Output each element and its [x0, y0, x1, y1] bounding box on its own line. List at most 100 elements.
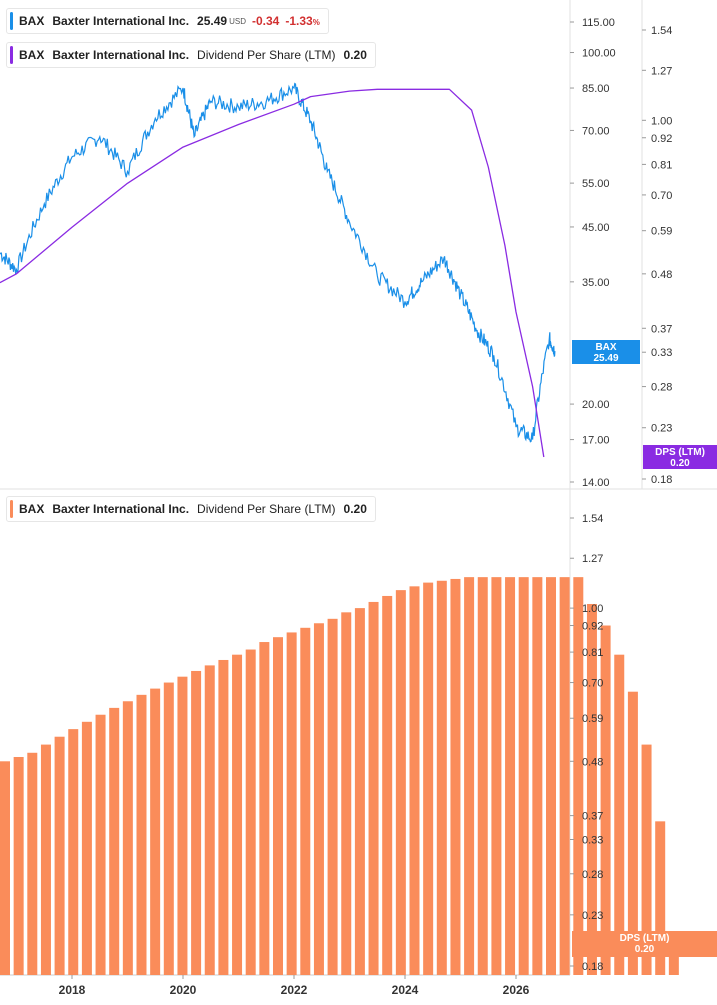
- price-tag-bg: [572, 340, 640, 364]
- dps-bar[interactable]: [163, 682, 174, 975]
- x-axis-tick-label: 2026: [503, 983, 530, 997]
- dps-bar[interactable]: [505, 577, 516, 975]
- dps-bar[interactable]: [409, 586, 420, 975]
- dps-bar[interactable]: [286, 632, 297, 975]
- dps-bottom-axis-tick-label: 0.92: [582, 621, 603, 633]
- dps-bar[interactable]: [95, 714, 106, 975]
- dps-bottom-axis-tick-label: 0.28: [582, 869, 603, 881]
- price-tag-label: BAX: [595, 342, 616, 353]
- dps-bar[interactable]: [204, 665, 215, 975]
- dps-bar[interactable]: [68, 729, 79, 975]
- dps-bar[interactable]: [477, 577, 488, 975]
- dps-bar[interactable]: [614, 654, 625, 975]
- dps-bottom-axis-tick-label: 1.27: [582, 553, 603, 565]
- price-axis-tick-label: 20.00: [582, 399, 610, 411]
- dps-bar[interactable]: [259, 642, 270, 975]
- dps-bar[interactable]: [54, 736, 65, 975]
- price-axis-tick-label: 45.00: [582, 222, 610, 234]
- dps-bottom-axis-tick-label: 0.59: [582, 713, 603, 725]
- dps-bar[interactable]: [464, 577, 475, 975]
- dps-bar[interactable]: [218, 659, 229, 975]
- legend-price-value: 25.49: [197, 14, 228, 28]
- price-axis-tick-label: 17.00: [582, 435, 610, 447]
- dps-bottom-tag-bg: [572, 931, 717, 957]
- dps-bar[interactable]: [109, 707, 120, 975]
- legend-dps-top-metric: Dividend Per Share (LTM): [197, 48, 336, 62]
- dps-top-tag-bg: [643, 445, 717, 469]
- legend-price-ticker: BAX: [19, 14, 45, 28]
- dps-top-axis-tick-label: 0.33: [651, 347, 672, 359]
- dps-bar[interactable]: [395, 590, 406, 975]
- legend-price-swatch: [10, 12, 13, 30]
- dps-bottom-axis-tick-label: 0.18: [582, 961, 603, 973]
- dps-bar[interactable]: [341, 612, 352, 975]
- dps-bar[interactable]: [354, 608, 365, 975]
- legend-dps-top[interactable]: BAX Baxter International Inc. Dividend P…: [6, 42, 376, 68]
- x-axis-tick-label: 2018: [59, 983, 86, 997]
- dps-top-axis-tick-label: 0.37: [651, 323, 672, 335]
- dps-line[interactable]: [0, 88, 545, 458]
- x-axis-tick-label: 2020: [170, 983, 197, 997]
- dps-bar[interactable]: [450, 578, 461, 975]
- dps-bottom-axis-tick-label: 0.48: [582, 756, 603, 768]
- dps-bar[interactable]: [81, 721, 92, 975]
- dps-bar[interactable]: [245, 649, 256, 975]
- price-line[interactable]: [0, 82, 556, 443]
- dps-bottom-axis-tick-label: 0.23: [582, 910, 603, 922]
- dps-bar[interactable]: [600, 625, 611, 975]
- dps-bar[interactable]: [122, 701, 133, 975]
- dps-bar[interactable]: [136, 694, 147, 975]
- legend-dps-bottom-value: 0.20: [343, 502, 367, 516]
- dps-bar[interactable]: [0, 761, 10, 975]
- dps-bar[interactable]: [518, 577, 529, 975]
- dps-bar[interactable]: [573, 577, 584, 975]
- dps-bar[interactable]: [436, 580, 447, 975]
- dps-bar[interactable]: [232, 654, 243, 975]
- dps-bar[interactable]: [313, 623, 324, 975]
- dps-bar[interactable]: [641, 744, 652, 975]
- dps-bar[interactable]: [491, 577, 502, 975]
- lines-layer: [0, 82, 556, 458]
- dps-bar[interactable]: [382, 595, 393, 975]
- dps-bottom-tag: DPS (LTM)0.20: [572, 931, 717, 957]
- dps-bar[interactable]: [177, 676, 188, 975]
- dps-bar[interactable]: [191, 670, 202, 975]
- price-axis-tick-label: 55.00: [582, 178, 610, 190]
- dps-top-axis-tick-label: 1.54: [651, 25, 672, 37]
- dps-bar[interactable]: [368, 601, 379, 975]
- dps-bar[interactable]: [13, 756, 24, 975]
- dps-top-axis-tick-label: 0.23: [651, 423, 672, 435]
- dps-bar[interactable]: [627, 691, 638, 975]
- dps-bottom-axis-tick-label: 0.37: [582, 811, 603, 823]
- dps-bottom-axis-tick-label: 1.54: [582, 513, 603, 525]
- dps-bar[interactable]: [273, 637, 283, 975]
- price-axis-tick-label: 100.00: [582, 48, 616, 60]
- dps-top-tag-value: 0.20: [670, 458, 690, 469]
- legend-dps-top-swatch: [10, 46, 13, 64]
- dps-bar[interactable]: [27, 752, 38, 975]
- dps-top-axis-tick-label: 0.28: [651, 382, 672, 394]
- dps-bar[interactable]: [423, 582, 434, 975]
- dps-top-axis-tick-label: 1.27: [651, 65, 672, 77]
- dps-bar[interactable]: [586, 603, 597, 975]
- legend-dps-bottom[interactable]: BAX Baxter International Inc. Dividend P…: [6, 496, 376, 522]
- dps-bar[interactable]: [532, 577, 543, 975]
- legend-price[interactable]: BAX Baxter International Inc. 25.49 USD …: [6, 8, 329, 34]
- legend-price-pct-sign: %: [312, 18, 320, 27]
- legend-dps-bottom-metric: Dividend Per Share (LTM): [197, 502, 336, 516]
- dps-bar[interactable]: [668, 944, 679, 975]
- dps-bottom-tag-value: 0.20: [635, 944, 655, 955]
- dps-bar[interactable]: [150, 688, 161, 975]
- dps-bar[interactable]: [546, 577, 556, 975]
- dps-bar[interactable]: [327, 618, 338, 975]
- legend-dps-top-name: Baxter International Inc.: [52, 48, 190, 62]
- dps-bar[interactable]: [40, 744, 51, 975]
- dps-bar[interactable]: [655, 821, 666, 975]
- dps-bar[interactable]: [300, 627, 311, 975]
- dps-bottom-axis-tick-label: 0.33: [582, 834, 603, 846]
- dps-bar[interactable]: [559, 577, 570, 975]
- dps-top-tag: DPS (LTM)0.20: [643, 445, 717, 469]
- legend-dps-bottom-name: Baxter International Inc.: [52, 502, 190, 516]
